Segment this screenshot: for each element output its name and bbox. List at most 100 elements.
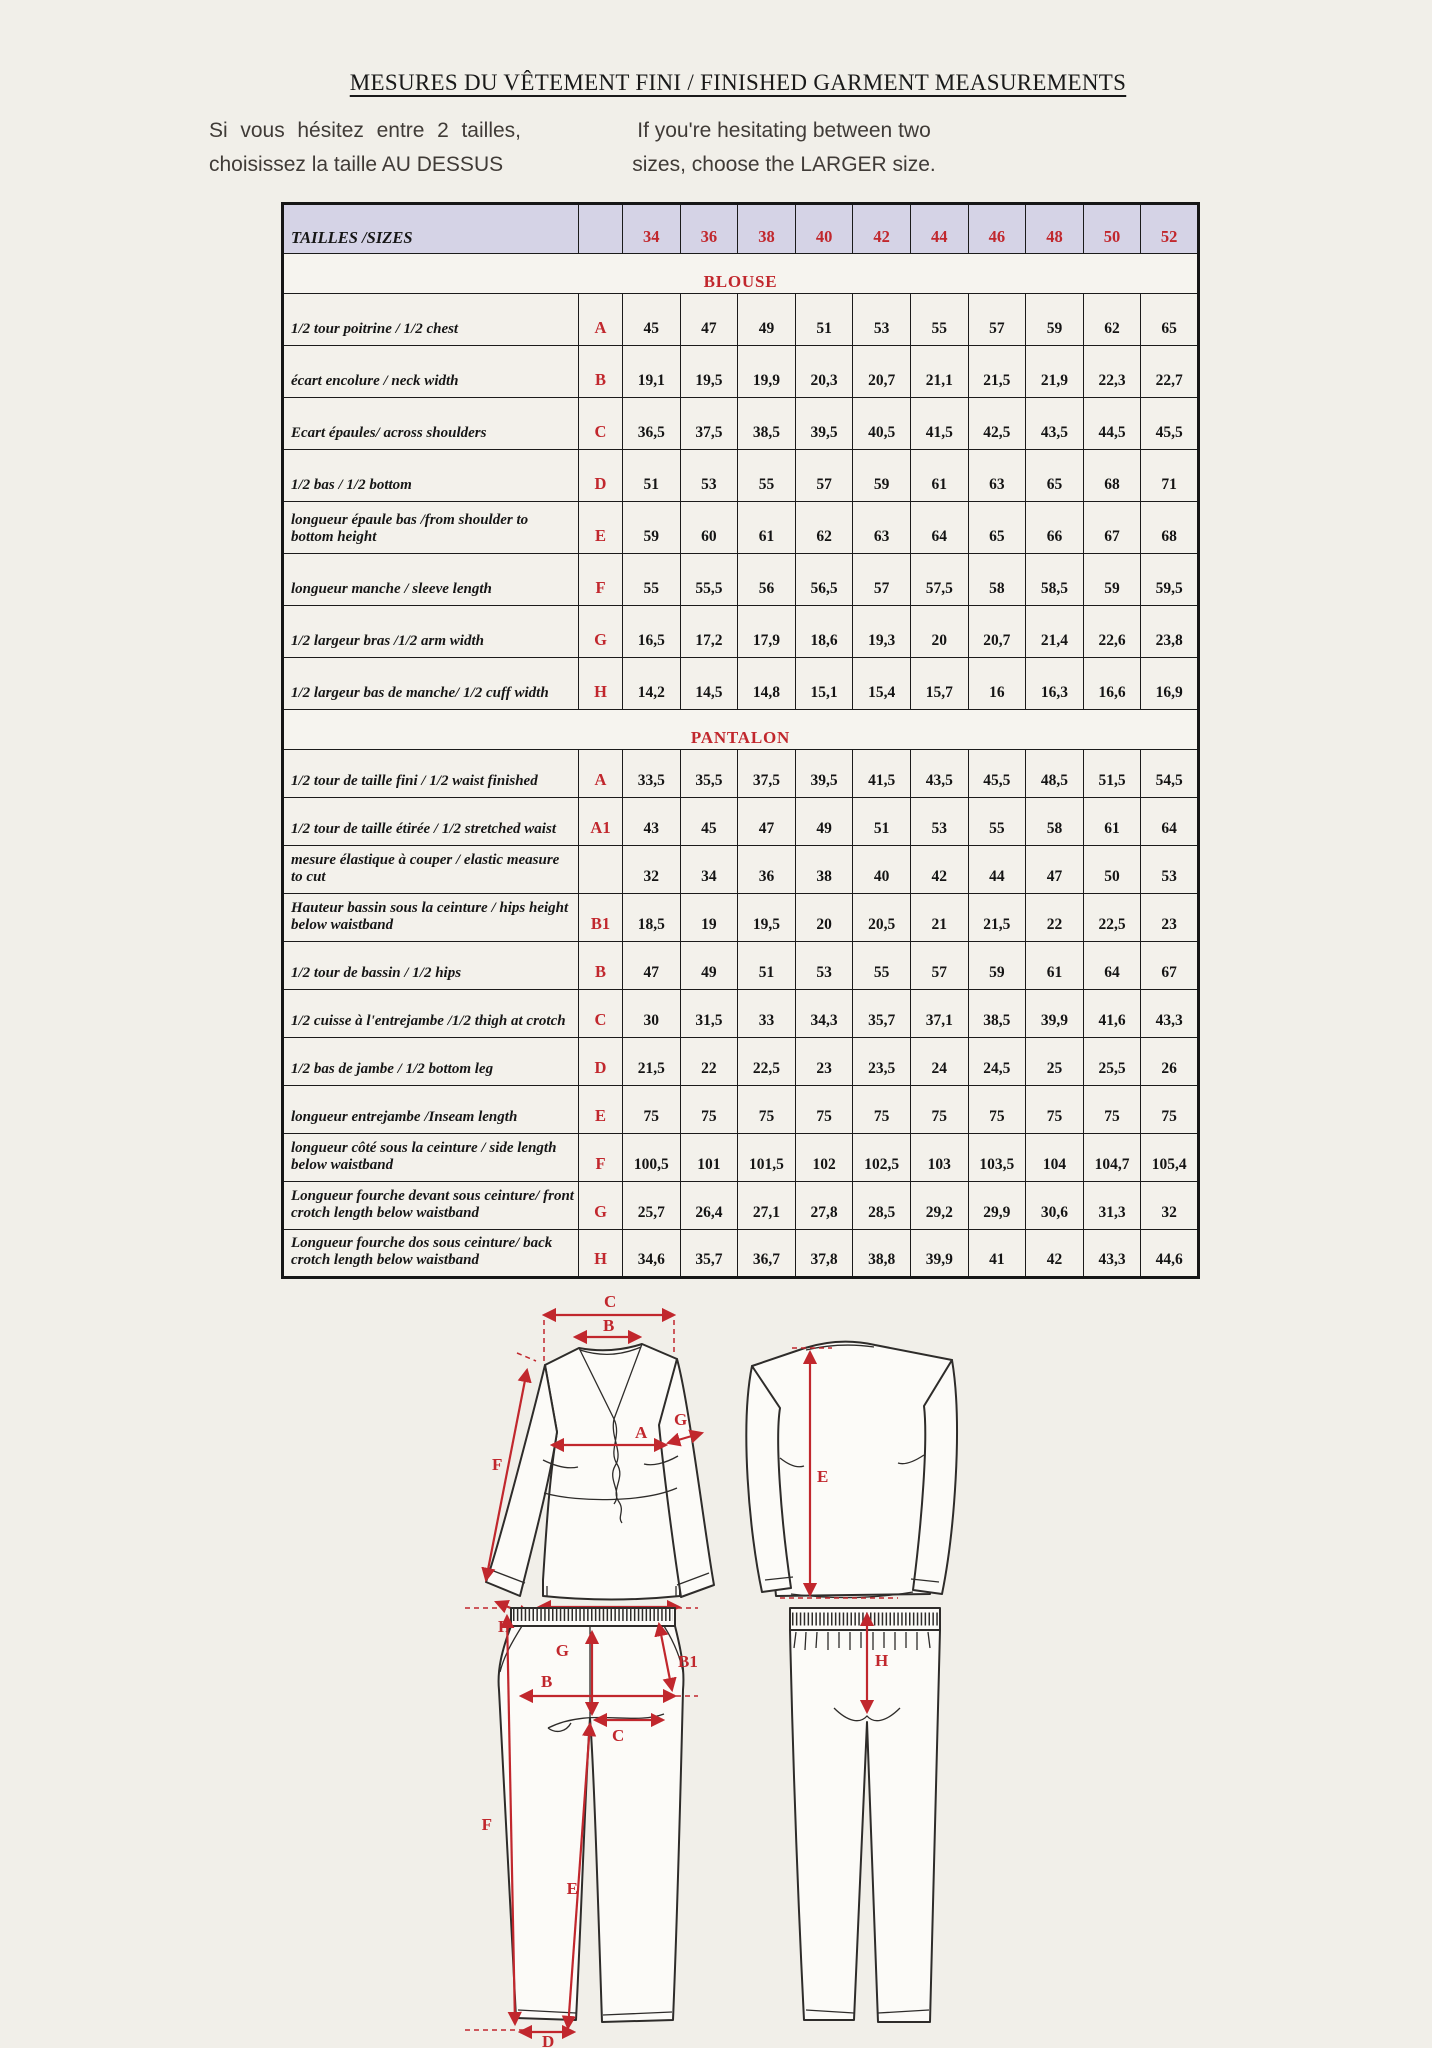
measure-value: 20,7 xyxy=(967,605,1027,658)
measure-value: 60 xyxy=(679,501,739,554)
note-english-line2: sizes, choose the LARGER size. xyxy=(632,153,936,176)
measure-value: 62 xyxy=(1082,293,1142,346)
blouse-front-drawing: C B A G F H D xyxy=(481,1292,715,1636)
measure-value: 36,7 xyxy=(737,1229,796,1278)
section-title-blouse: BLOUSE xyxy=(282,253,1199,294)
measure-label: 1/2 tour de taille fini / 1/2 waist fini… xyxy=(282,749,579,798)
table-row: Longueur fourche devant sous ceinture/ f… xyxy=(282,1181,1199,1230)
note-english-line1: If you're hesitating between two xyxy=(637,119,931,142)
measure-value: 55 xyxy=(909,293,969,346)
measure-value: 15,1 xyxy=(794,657,854,710)
measure-letter: H xyxy=(578,657,623,710)
measure-value: 39,9 xyxy=(909,1229,969,1278)
measure-value: 33 xyxy=(737,989,796,1038)
measure-value: 41,5 xyxy=(909,397,969,450)
measure-value: 64 xyxy=(909,501,969,554)
measure-value: 19,3 xyxy=(852,605,911,658)
size-header-44: 44 xyxy=(909,203,969,254)
measure-value: 51 xyxy=(852,797,911,846)
measure-value: 57 xyxy=(967,293,1027,346)
table-row: 1/2 tour de taille étirée / 1/2 stretche… xyxy=(282,797,1199,846)
table-row: Ecart épaules/ across shoulders C 36,5 37,5… xyxy=(282,397,1199,450)
label-a: A xyxy=(635,1423,648,1442)
measure-value: 75 xyxy=(967,1085,1027,1134)
measure-value: 26,4 xyxy=(679,1181,739,1230)
measure-value: 51 xyxy=(737,941,796,990)
measure-value: 101,5 xyxy=(737,1133,796,1182)
measure-value: 56,5 xyxy=(794,553,854,606)
measure-value: 18,6 xyxy=(794,605,854,658)
measure-value: 27,1 xyxy=(737,1181,796,1230)
arrow-f-sleeve xyxy=(481,1367,532,1583)
measure-value: 105,4 xyxy=(1140,1133,1199,1182)
measure-value: 75 xyxy=(794,1085,854,1134)
measure-letter: A1 xyxy=(578,797,623,846)
label-b: B xyxy=(603,1316,614,1335)
measure-letter: E xyxy=(578,501,623,554)
measure-value: 104 xyxy=(1025,1133,1084,1182)
measure-label: Hauteur bassin sous la ceinture / hips h… xyxy=(282,893,579,942)
measure-value: 37,8 xyxy=(794,1229,854,1278)
measure-value: 67 xyxy=(1082,501,1142,554)
measure-value: 15,4 xyxy=(852,657,911,710)
measure-value: 100,5 xyxy=(622,1133,681,1182)
measure-letter: F xyxy=(578,1133,623,1182)
measure-value: 51 xyxy=(622,449,681,502)
label-c: C xyxy=(604,1292,616,1311)
pants-back-drawing: H xyxy=(789,1607,941,2023)
measure-letter: A xyxy=(578,749,623,798)
measure-value: 18,5 xyxy=(622,893,681,942)
measure-value: 101 xyxy=(679,1133,739,1182)
measure-value: 21,1 xyxy=(909,345,969,398)
measure-label: Longueur fourche dos sous ceinture/ back… xyxy=(282,1229,579,1278)
measure-value: 19,5 xyxy=(679,345,739,398)
measure-value: 43,3 xyxy=(1140,989,1199,1038)
label-d-pants: D xyxy=(542,2032,554,2048)
table-row: longueur épaule bas /from shoulder to bo… xyxy=(282,501,1199,554)
measure-value: 41 xyxy=(967,1229,1027,1278)
measure-value: 53 xyxy=(794,941,854,990)
measure-value: 25,5 xyxy=(1082,1037,1142,1086)
measure-value: 22 xyxy=(679,1037,739,1086)
measure-label: longueur entrejambe /Inseam length xyxy=(282,1085,579,1134)
measure-value: 22,7 xyxy=(1140,345,1199,398)
measure-value: 28,5 xyxy=(852,1181,911,1230)
label-c-pants: C xyxy=(612,1726,624,1745)
label-e: E xyxy=(817,1467,828,1486)
measure-value: 43,5 xyxy=(1025,397,1084,450)
table-row: 1/2 cuisse à l'entrejambe /1/2 thigh at … xyxy=(282,989,1199,1038)
note-french-line2: choisissez la taille AU DESSUS xyxy=(209,153,504,176)
measure-value: 55 xyxy=(967,797,1027,846)
measure-value: 34,3 xyxy=(794,989,854,1038)
measure-value: 75 xyxy=(909,1085,969,1134)
measure-value: 71 xyxy=(1140,449,1199,502)
measure-value: 42 xyxy=(909,845,969,894)
measure-value: 75 xyxy=(852,1085,911,1134)
measure-value: 26 xyxy=(1140,1037,1199,1086)
measure-value: 68 xyxy=(1140,501,1199,554)
label-g-pants: G xyxy=(556,1641,569,1660)
arrow-b1-hip-height xyxy=(654,1621,677,1693)
measure-label: longueur manche / sleeve length xyxy=(282,553,579,606)
measure-value: 37,1 xyxy=(909,989,969,1038)
measure-value: 47 xyxy=(737,797,796,846)
measure-value: 45 xyxy=(622,293,681,346)
measure-letter: D xyxy=(578,449,623,502)
measure-label: longueur épaule bas /from shoulder to bo… xyxy=(282,501,579,554)
measure-value: 75 xyxy=(1082,1085,1142,1134)
measure-value: 25 xyxy=(1025,1037,1084,1086)
measure-value: 44 xyxy=(967,845,1027,894)
measure-value: 20,3 xyxy=(794,345,854,398)
measure-value: 103,5 xyxy=(967,1133,1027,1182)
measure-value: 20,7 xyxy=(852,345,911,398)
label-b-pants: B xyxy=(541,1672,552,1691)
measure-value: 51 xyxy=(794,293,854,346)
label-g: G xyxy=(674,1410,687,1429)
measure-value: 20 xyxy=(909,605,969,658)
measure-value: 16,3 xyxy=(1025,657,1084,710)
measure-value: 19,1 xyxy=(622,345,681,398)
measure-value: 14,5 xyxy=(679,657,739,710)
measure-letter: B1 xyxy=(578,893,623,942)
table-row: 1/2 bas de jambe / 1/2 bottom leg D 21,5 22… xyxy=(282,1037,1199,1086)
